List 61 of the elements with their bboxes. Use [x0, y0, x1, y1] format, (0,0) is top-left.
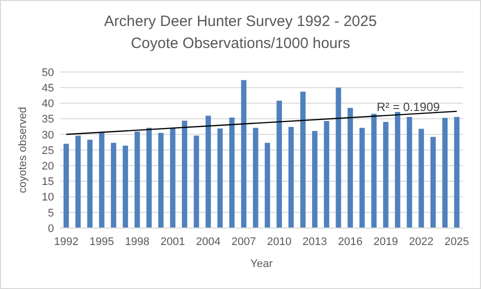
y-tick-label: 10: [42, 192, 54, 204]
bar: [442, 118, 448, 228]
x-axis-title: Year: [250, 258, 273, 270]
bar: [134, 132, 140, 228]
y-tick-label: 25: [42, 144, 54, 157]
x-tick-label: 1998: [124, 236, 150, 248]
bar: [312, 130, 318, 228]
x-tick-label: 2016: [338, 236, 363, 248]
y-axis-title: coyotes observed: [17, 106, 29, 194]
bar: [336, 88, 342, 228]
bar: [276, 100, 282, 228]
bar: [182, 120, 188, 228]
x-tick-label: 2022: [409, 236, 434, 248]
x-tick-label: 2013: [302, 236, 327, 248]
y-tick-label: 30: [42, 129, 54, 142]
y-tick-label: 15: [42, 176, 54, 188]
y-tick-label: 5: [48, 207, 54, 220]
bar: [288, 126, 294, 228]
x-tick-label: 2025: [444, 236, 470, 248]
bar: [146, 128, 152, 228]
y-tick-label: 20: [42, 160, 54, 172]
bar: [99, 132, 104, 228]
bar: [252, 128, 258, 228]
y-tick-label: 50: [42, 66, 54, 79]
x-tick-label: 2010: [267, 236, 292, 248]
bar: [394, 112, 400, 228]
bar: [206, 116, 211, 228]
bar: [87, 140, 93, 228]
bar: [194, 136, 200, 228]
x-tick-label: 2004: [196, 236, 220, 248]
bar: [324, 120, 330, 228]
y-tick-label: 40: [42, 98, 54, 110]
bar: [229, 118, 235, 228]
x-tick-label: 1992: [54, 236, 78, 248]
bar: [170, 128, 176, 228]
y-tick-label: 0: [48, 222, 54, 235]
x-tick-label: 2019: [374, 236, 398, 248]
bar: [64, 144, 69, 228]
bar: [383, 122, 388, 228]
x-tick-label: 1995: [89, 236, 114, 248]
chart-title: Archery Deer Hunter Survey 1992 - 2025 Coyote Observations/1000 hours: [104, 13, 377, 52]
x-tick-label: 2001: [160, 236, 185, 248]
bar: [300, 92, 306, 228]
bar: [122, 146, 128, 228]
bar: [217, 128, 223, 228]
x-tick-label: 2007: [232, 236, 256, 248]
bar: [110, 142, 116, 228]
bar: [264, 142, 270, 228]
y-tick-label: 45: [42, 82, 54, 94]
bar: [348, 108, 353, 228]
bar: [406, 116, 412, 228]
bar: [430, 136, 436, 228]
bar: [158, 132, 164, 228]
bar: [454, 116, 460, 228]
bar: [75, 136, 81, 228]
y-tick-label: 35: [42, 114, 54, 126]
bar: [418, 128, 424, 228]
bar: [359, 128, 365, 228]
bar: [241, 80, 246, 228]
annotation: R² = 0.1909: [376, 100, 440, 114]
bar: [371, 114, 377, 228]
